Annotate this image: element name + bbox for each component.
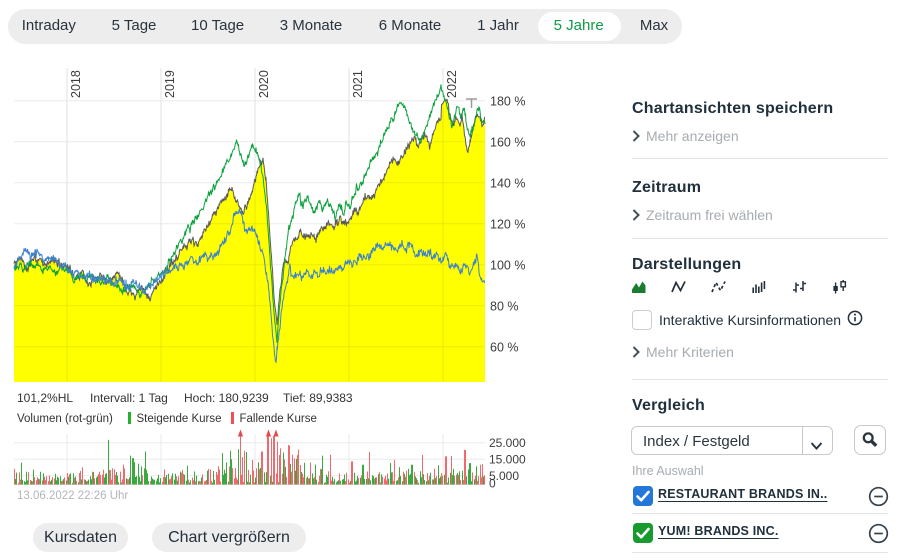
svg-text:Fallende Kurse: Fallende Kurse — [240, 413, 317, 425]
svg-text:101,2%HL: 101,2%HL — [17, 391, 73, 405]
svg-text:160 %: 160 % — [490, 135, 525, 149]
svg-text:Tief: 89,9383: Tief: 89,9383 — [283, 391, 353, 405]
svg-text:2019: 2019 — [163, 70, 177, 98]
svg-text:140 %: 140 % — [490, 176, 525, 190]
svg-text:5.000: 5.000 — [489, 469, 519, 483]
svg-text:60 %: 60 % — [490, 340, 519, 354]
svg-text:0: 0 — [489, 477, 496, 491]
svg-text:100 %: 100 % — [490, 258, 525, 272]
svg-text:Intervall: 1 Tag: Intervall: 1 Tag — [90, 391, 168, 405]
svg-text:15.000: 15.000 — [489, 453, 526, 467]
svg-text:Hoch: 180,9239: Hoch: 180,9239 — [184, 391, 269, 405]
svg-text:80 %: 80 % — [490, 299, 519, 313]
svg-text:2020: 2020 — [257, 70, 271, 98]
svg-text:2022: 2022 — [445, 70, 459, 98]
svg-text:Steigende Kurse: Steigende Kurse — [137, 413, 222, 425]
svg-text:25.000: 25.000 — [489, 436, 526, 450]
svg-text:13.06.2022 22:26 Uhr: 13.06.2022 22:26 Uhr — [17, 490, 128, 502]
svg-text:120 %: 120 % — [490, 217, 525, 231]
svg-text:Volumen (rot-grün): Volumen (rot-grün) — [17, 413, 113, 425]
svg-text:2021: 2021 — [351, 70, 365, 98]
svg-text:2018: 2018 — [69, 70, 83, 98]
svg-text:180 %: 180 % — [490, 94, 525, 108]
